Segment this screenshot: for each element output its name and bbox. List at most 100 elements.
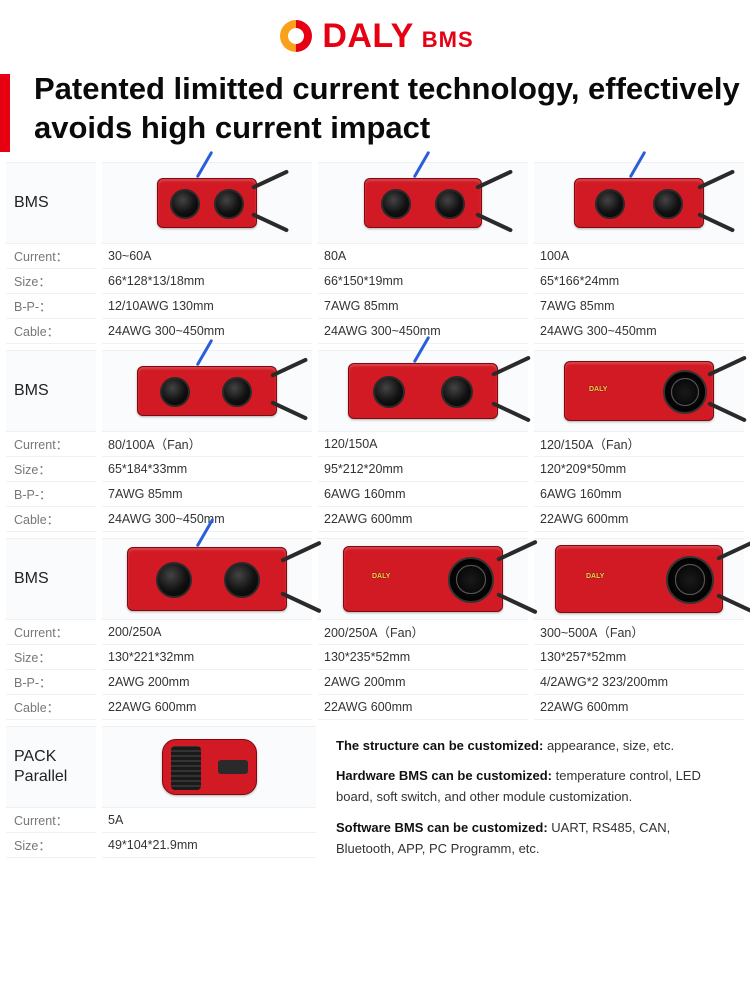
- spec-card: 120/150A 95*212*20mm 6AWG 160mm 22AWG 60…: [318, 350, 528, 532]
- spec-row: BMS Current： Size： B-P-： Cable： 80/100A（…: [6, 350, 744, 532]
- label-bp: B-P-：: [6, 482, 96, 507]
- spec-labels-col: BMS Current： Size： B-P-： Cable：: [6, 350, 96, 532]
- spec-cable: 22AWG 600mm: [102, 695, 312, 720]
- spec-row: BMS Current： Size： B-P-： Cable： 200/250A…: [6, 538, 744, 720]
- spec-bp: 12/10AWG 130mm: [102, 294, 312, 319]
- spec-cable: 24AWG 300~450mm: [534, 319, 744, 344]
- pack-head-label: PACK Parallel: [6, 726, 96, 808]
- spec-card-image: [102, 162, 312, 244]
- info-text-1: appearance, size, etc.: [547, 738, 674, 753]
- spec-current: 300~500A（Fan）: [534, 620, 744, 645]
- spec-card-image: [318, 162, 528, 244]
- info-lead-3: Software BMS can be customized:: [336, 820, 551, 835]
- spec-bp: 6AWG 160mm: [318, 482, 528, 507]
- spec-cable: 22AWG 600mm: [318, 695, 528, 720]
- label-size: Size：: [6, 645, 96, 670]
- spec-size: 65*184*33mm: [102, 457, 312, 482]
- page-headline: Patented limitted current technology, ef…: [34, 70, 750, 148]
- spec-current: 200/250A（Fan）: [318, 620, 528, 645]
- label-bp: B-P-：: [6, 670, 96, 695]
- logo-text-bms: BMS: [422, 27, 474, 53]
- label-cable: Cable：: [6, 507, 96, 532]
- spec-row: BMS Current： Size： B-P-： Cable： 30~60A 6…: [6, 162, 744, 344]
- spec-card-image: [102, 538, 312, 620]
- spec-card: 80A 66*150*19mm 7AWG 85mm 24AWG 300~450m…: [318, 162, 528, 344]
- spec-card-image: DALY: [534, 538, 744, 620]
- spec-card-image: [318, 350, 528, 432]
- spec-size: 130*235*52mm: [318, 645, 528, 670]
- spec-current: 80A: [318, 244, 528, 269]
- pack-board-icon: [162, 739, 257, 795]
- spec-bp: 4/2AWG*2 323/200mm: [534, 670, 744, 695]
- spec-card: DALY 120/150A（Fan） 120*209*50mm 6AWG 160…: [534, 350, 744, 532]
- spec-current: 30~60A: [102, 244, 312, 269]
- spec-size: 130*221*32mm: [102, 645, 312, 670]
- customization-info: The structure can be customized: appeara…: [322, 726, 744, 870]
- spec-bp: 2AWG 200mm: [102, 670, 312, 695]
- spec-size: 66*128*13/18mm: [102, 269, 312, 294]
- pack-size: 49*104*21.9mm: [102, 833, 316, 858]
- row-head-label: BMS: [6, 350, 96, 432]
- bms-board-icon: [157, 178, 257, 228]
- bms-board-icon: DALY: [564, 361, 714, 421]
- spec-current: 100A: [534, 244, 744, 269]
- spec-labels-col: BMS Current： Size： B-P-： Cable：: [6, 162, 96, 344]
- pack-card: 5A 49*104*21.9mm: [102, 726, 316, 870]
- spec-current: 80/100A（Fan）: [102, 432, 312, 457]
- label-bp: B-P-：: [6, 294, 96, 319]
- info-lead-2: Hardware BMS can be customized:: [336, 768, 556, 783]
- logo-icon: [276, 16, 316, 56]
- spec-cable: 22AWG 600mm: [534, 695, 744, 720]
- pack-row: PACK Parallel Current： Size： 5A 49*104*2…: [6, 726, 744, 870]
- spec-current: 120/150A: [318, 432, 528, 457]
- spec-grid: BMS Current： Size： B-P-： Cable： 30~60A 6…: [0, 162, 750, 870]
- spec-bp: 7AWG 85mm: [318, 294, 528, 319]
- label-cable: Cable：: [6, 319, 96, 344]
- label-current: Current：: [6, 432, 96, 457]
- bms-board-icon: [348, 363, 498, 419]
- row-head-label: BMS: [6, 162, 96, 244]
- label-size: Size：: [6, 269, 96, 294]
- logo-text-daly: DALY: [322, 17, 413, 56]
- spec-bp: 2AWG 200mm: [318, 670, 528, 695]
- bms-board-icon: [364, 178, 482, 228]
- label-size: Size：: [6, 457, 96, 482]
- spec-card: 80/100A（Fan） 65*184*33mm 7AWG 85mm 24AWG…: [102, 350, 312, 532]
- spec-labels-col: BMS Current： Size： B-P-： Cable：: [6, 538, 96, 720]
- headline-block: Patented limitted current technology, ef…: [0, 64, 750, 162]
- spec-bp: 6AWG 160mm: [534, 482, 744, 507]
- bms-board-icon: [127, 547, 287, 611]
- spec-card: 200/250A 130*221*32mm 2AWG 200mm 22AWG 6…: [102, 538, 312, 720]
- spec-card-image: DALY: [534, 350, 744, 432]
- label-current: Current：: [6, 244, 96, 269]
- spec-cable: 22AWG 600mm: [318, 507, 528, 532]
- spec-size: 65*166*24mm: [534, 269, 744, 294]
- spec-size: 120*209*50mm: [534, 457, 744, 482]
- spec-current: 200/250A: [102, 620, 312, 645]
- pack-current: 5A: [102, 808, 316, 833]
- label-cable: Cable：: [6, 695, 96, 720]
- bms-board-icon: [574, 178, 704, 228]
- spec-cable: 24AWG 300~450mm: [318, 319, 528, 344]
- label-size: Size：: [6, 833, 96, 858]
- spec-size: 66*150*19mm: [318, 269, 528, 294]
- spec-current: 120/150A（Fan）: [534, 432, 744, 457]
- bms-board-icon: [137, 366, 277, 416]
- spec-card-image: DALY: [318, 538, 528, 620]
- headline-accent-bar: [0, 74, 10, 152]
- label-current: Current：: [6, 808, 96, 833]
- spec-cable: 22AWG 600mm: [534, 507, 744, 532]
- info-lead-1: The structure can be customized:: [336, 738, 547, 753]
- row-head-label: BMS: [6, 538, 96, 620]
- spec-card: 30~60A 66*128*13/18mm 12/10AWG 130mm 24A…: [102, 162, 312, 344]
- label-current: Current：: [6, 620, 96, 645]
- spec-cable: 24AWG 300~450mm: [102, 319, 312, 344]
- spec-card: DALY 300~500A（Fan） 130*257*52mm 4/2AWG*2…: [534, 538, 744, 720]
- spec-card-image: [534, 162, 744, 244]
- spec-card-image: [102, 350, 312, 432]
- spec-card: 100A 65*166*24mm 7AWG 85mm 24AWG 300~450…: [534, 162, 744, 344]
- bms-board-icon: DALY: [555, 545, 723, 613]
- spec-bp: 7AWG 85mm: [534, 294, 744, 319]
- spec-size: 130*257*52mm: [534, 645, 744, 670]
- pack-card-image: [102, 726, 316, 808]
